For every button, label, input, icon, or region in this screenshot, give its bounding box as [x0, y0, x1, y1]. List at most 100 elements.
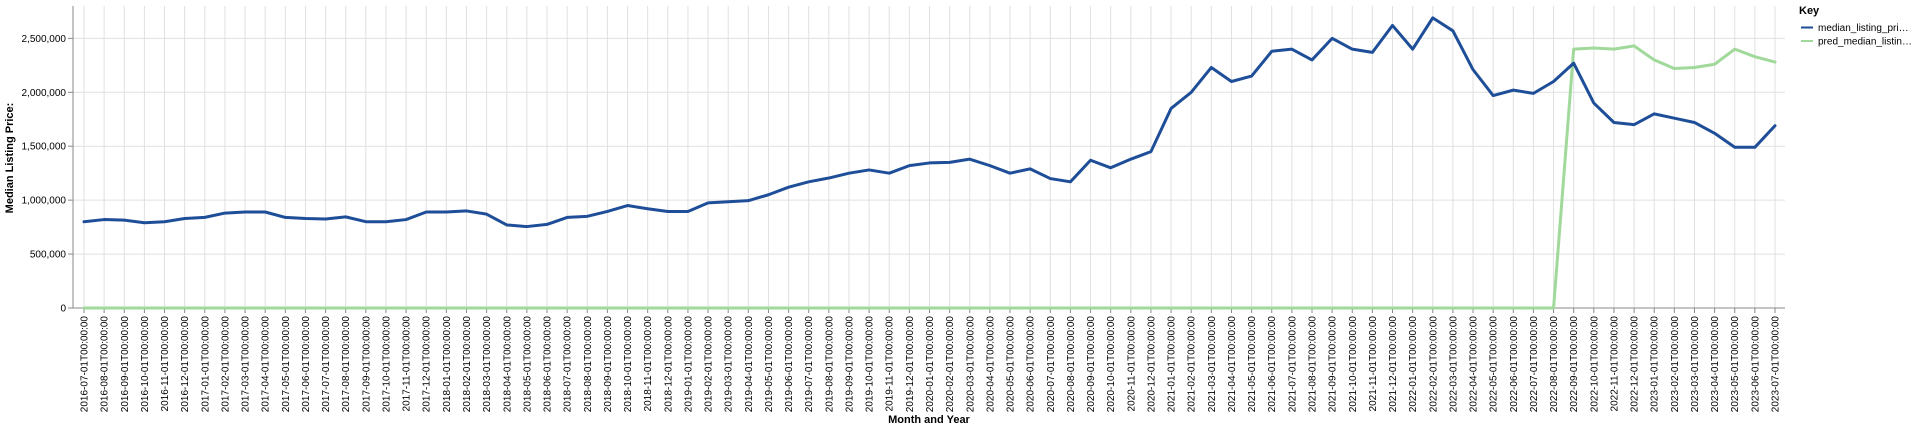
x-tick-label: 2022-02-01T00:00:00: [1428, 316, 1439, 413]
x-tick-label: 2017-09-01T00:00:00: [361, 316, 372, 413]
x-tick-label: 2018-07-01T00:00:00: [563, 316, 574, 413]
x-tick-label: 2021-07-01T00:00:00: [1287, 316, 1298, 413]
x-tick-label: 2017-04-01T00:00:00: [261, 316, 272, 413]
x-tick-label: 2016-10-01T00:00:00: [140, 316, 151, 413]
x-tick-label: 2016-08-01T00:00:00: [100, 316, 111, 413]
series-line-1: [82, 44, 1777, 310]
x-tick-label: 2023-07-01T00:00:00: [1771, 316, 1782, 413]
x-tick-label: 2018-12-01T00:00:00: [663, 316, 674, 413]
x-tick-label: 2018-01-01T00:00:00: [442, 316, 453, 413]
x-tick-label: 2021-11-01T00:00:00: [1368, 316, 1379, 412]
x-tick-label: 2018-11-01T00:00:00: [643, 316, 654, 412]
x-axis-title: Month and Year: [888, 414, 970, 426]
x-tick-label: 2019-01-01T00:00:00: [683, 316, 694, 413]
x-tick-label: 2022-07-01T00:00:00: [1529, 316, 1540, 413]
grid-lines: [73, 6, 1785, 309]
x-tick-label: 2022-06-01T00:00:00: [1509, 316, 1520, 413]
x-tick-label: 2022-05-01T00:00:00: [1489, 316, 1500, 413]
x-tick-label: 2018-06-01T00:00:00: [543, 316, 554, 413]
x-tick-label: 2017-12-01T00:00:00: [422, 316, 433, 413]
x-tick-label: 2020-10-01T00:00:00: [1106, 316, 1117, 413]
x-tick-label: 2020-11-01T00:00:00: [1126, 316, 1137, 412]
x-tick-label: 2018-09-01T00:00:00: [603, 316, 614, 413]
x-tick-label: 2022-10-01T00:00:00: [1589, 316, 1600, 413]
x-tick-label: 2020-12-01T00:00:00: [1146, 316, 1157, 413]
x-tick-label: 2019-12-01T00:00:00: [905, 316, 916, 413]
x-tick-label: 2019-07-01T00:00:00: [804, 316, 815, 413]
x-tick-label: 2021-12-01T00:00:00: [1388, 316, 1399, 413]
y-tick-label: 1,000,000: [22, 196, 67, 207]
x-tick-label: 2018-03-01T00:00:00: [482, 316, 493, 413]
x-tick-label: 2016-11-01T00:00:00: [160, 316, 171, 412]
x-tick-label: 2020-09-01T00:00:00: [1086, 316, 1097, 413]
x-tick-label: 2022-11-01T00:00:00: [1609, 316, 1620, 412]
x-tick-label: 2016-12-01T00:00:00: [180, 316, 191, 413]
x-tick-label: 2017-01-01T00:00:00: [200, 316, 211, 413]
legend-title: Key: [1799, 5, 1820, 17]
x-tick-label: 2022-09-01T00:00:00: [1569, 316, 1580, 413]
x-tick-label: 2020-08-01T00:00:00: [1066, 316, 1077, 413]
x-tick-label: 2016-07-01T00:00:00: [80, 316, 91, 413]
x-tick-label: 2022-03-01T00:00:00: [1448, 316, 1459, 413]
x-tick-label: 2017-08-01T00:00:00: [341, 316, 352, 413]
x-tick-label: 2022-08-01T00:00:00: [1549, 316, 1560, 413]
x-tick-label: 2017-06-01T00:00:00: [301, 316, 312, 413]
x-tick-label: 2021-04-01T00:00:00: [1227, 316, 1238, 413]
x-tick-label: 2019-08-01T00:00:00: [824, 316, 835, 413]
x-tick-label: 2021-03-01T00:00:00: [1207, 316, 1218, 413]
y-tick-label: 1,500,000: [22, 142, 67, 153]
x-tick-label: 2020-05-01T00:00:00: [1006, 316, 1017, 413]
x-tick-label: 2023-02-01T00:00:00: [1670, 316, 1681, 413]
x-tick-label: 2021-06-01T00:00:00: [1267, 316, 1278, 413]
x-tick-label: 2018-05-01T00:00:00: [522, 316, 533, 413]
series-lines: [82, 16, 1777, 310]
x-tick-label: 2017-03-01T00:00:00: [241, 316, 252, 413]
x-tick-label: 2020-07-01T00:00:00: [1046, 316, 1057, 413]
x-tick-label: 2019-05-01T00:00:00: [764, 316, 775, 413]
x-tick-label: 2017-05-01T00:00:00: [281, 316, 292, 413]
x-tick-label: 2019-09-01T00:00:00: [844, 316, 855, 413]
legend: Key median_listing_pri… pred_median_listin…: [1799, 5, 1912, 48]
x-tick-label: 2016-09-01T00:00:00: [120, 316, 131, 413]
x-tick-label: 2021-05-01T00:00:00: [1247, 316, 1258, 413]
x-tick-label: 2023-03-01T00:00:00: [1690, 316, 1701, 413]
x-tick-label: 2020-06-01T00:00:00: [1026, 316, 1037, 413]
x-tick-label: 2023-01-01T00:00:00: [1650, 316, 1661, 413]
x-tick-label: 2022-12-01T00:00:00: [1630, 316, 1641, 413]
x-tick-label: 2019-04-01T00:00:00: [744, 316, 755, 413]
x-tick-label: 2019-03-01T00:00:00: [724, 316, 735, 413]
x-tick-label: 2020-01-01T00:00:00: [925, 316, 936, 413]
x-tick-label: 2020-03-01T00:00:00: [965, 316, 976, 413]
y-axis-title: Median Listing Price:: [4, 103, 16, 214]
x-tick-label: 2023-04-01T00:00:00: [1710, 316, 1721, 413]
x-tick-label: 2021-01-01T00:00:00: [1167, 316, 1178, 413]
x-tick-label: 2018-04-01T00:00:00: [502, 316, 513, 413]
x-tick-label: 2021-02-01T00:00:00: [1187, 316, 1198, 413]
x-tick-label: 2018-08-01T00:00:00: [583, 316, 594, 413]
x-tick-label: 2019-06-01T00:00:00: [784, 316, 795, 413]
x-tick-label: 2017-11-01T00:00:00: [402, 316, 413, 412]
x-tick-label: 2017-10-01T00:00:00: [381, 316, 392, 413]
y-tick-label: 2,000,000: [22, 88, 67, 99]
x-tick-label: 2020-02-01T00:00:00: [945, 316, 956, 413]
y-tick-label: 500,000: [30, 250, 67, 261]
x-tick-label: 2022-01-01T00:00:00: [1408, 316, 1419, 413]
x-tick-label: 2017-07-01T00:00:00: [321, 316, 332, 413]
x-tick-label: 2020-04-01T00:00:00: [985, 316, 996, 413]
x-tick-label: 2018-10-01T00:00:00: [623, 316, 634, 413]
y-tick-label: 0: [60, 304, 66, 315]
axes: 0 500,000 1,000,000 1,500,000 2,000,000 2,500…: [22, 6, 1785, 413]
legend-label: median_listing_pri…: [1818, 23, 1909, 34]
x-tick-label: 2021-10-01T00:00:00: [1348, 316, 1359, 413]
x-tick-label: 2023-06-01T00:00:00: [1750, 316, 1761, 413]
x-tick-label: 2021-09-01T00:00:00: [1328, 316, 1339, 413]
series-line-0: [82, 16, 1777, 229]
x-tick-label: 2021-08-01T00:00:00: [1307, 316, 1318, 413]
x-tick-label: 2023-05-01T00:00:00: [1730, 316, 1741, 413]
x-tick-label: 2019-11-01T00:00:00: [885, 316, 896, 412]
legend-label: pred_median_listin…: [1818, 37, 1912, 48]
y-tick-label: 2,500,000: [22, 34, 67, 45]
x-tick-label: 2019-10-01T00:00:00: [865, 316, 876, 413]
x-tick-label: 2017-02-01T00:00:00: [220, 316, 231, 413]
